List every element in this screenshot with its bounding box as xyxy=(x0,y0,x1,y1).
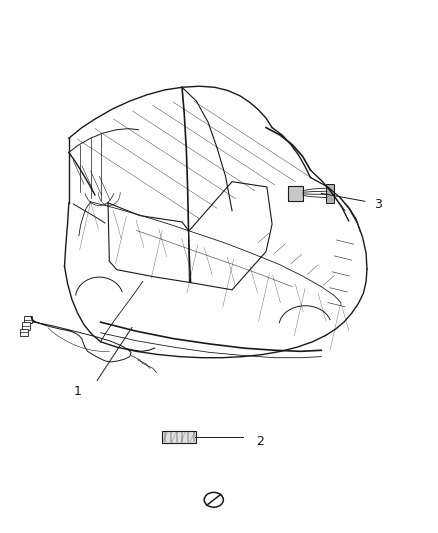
Bar xyxy=(20,328,28,336)
Text: 1: 1 xyxy=(74,385,81,398)
Bar xyxy=(326,184,334,203)
Text: 2: 2 xyxy=(256,435,264,448)
Bar xyxy=(162,431,196,443)
Bar xyxy=(288,186,303,201)
Bar xyxy=(25,316,32,323)
Text: 3: 3 xyxy=(374,198,382,211)
Bar xyxy=(22,322,30,329)
